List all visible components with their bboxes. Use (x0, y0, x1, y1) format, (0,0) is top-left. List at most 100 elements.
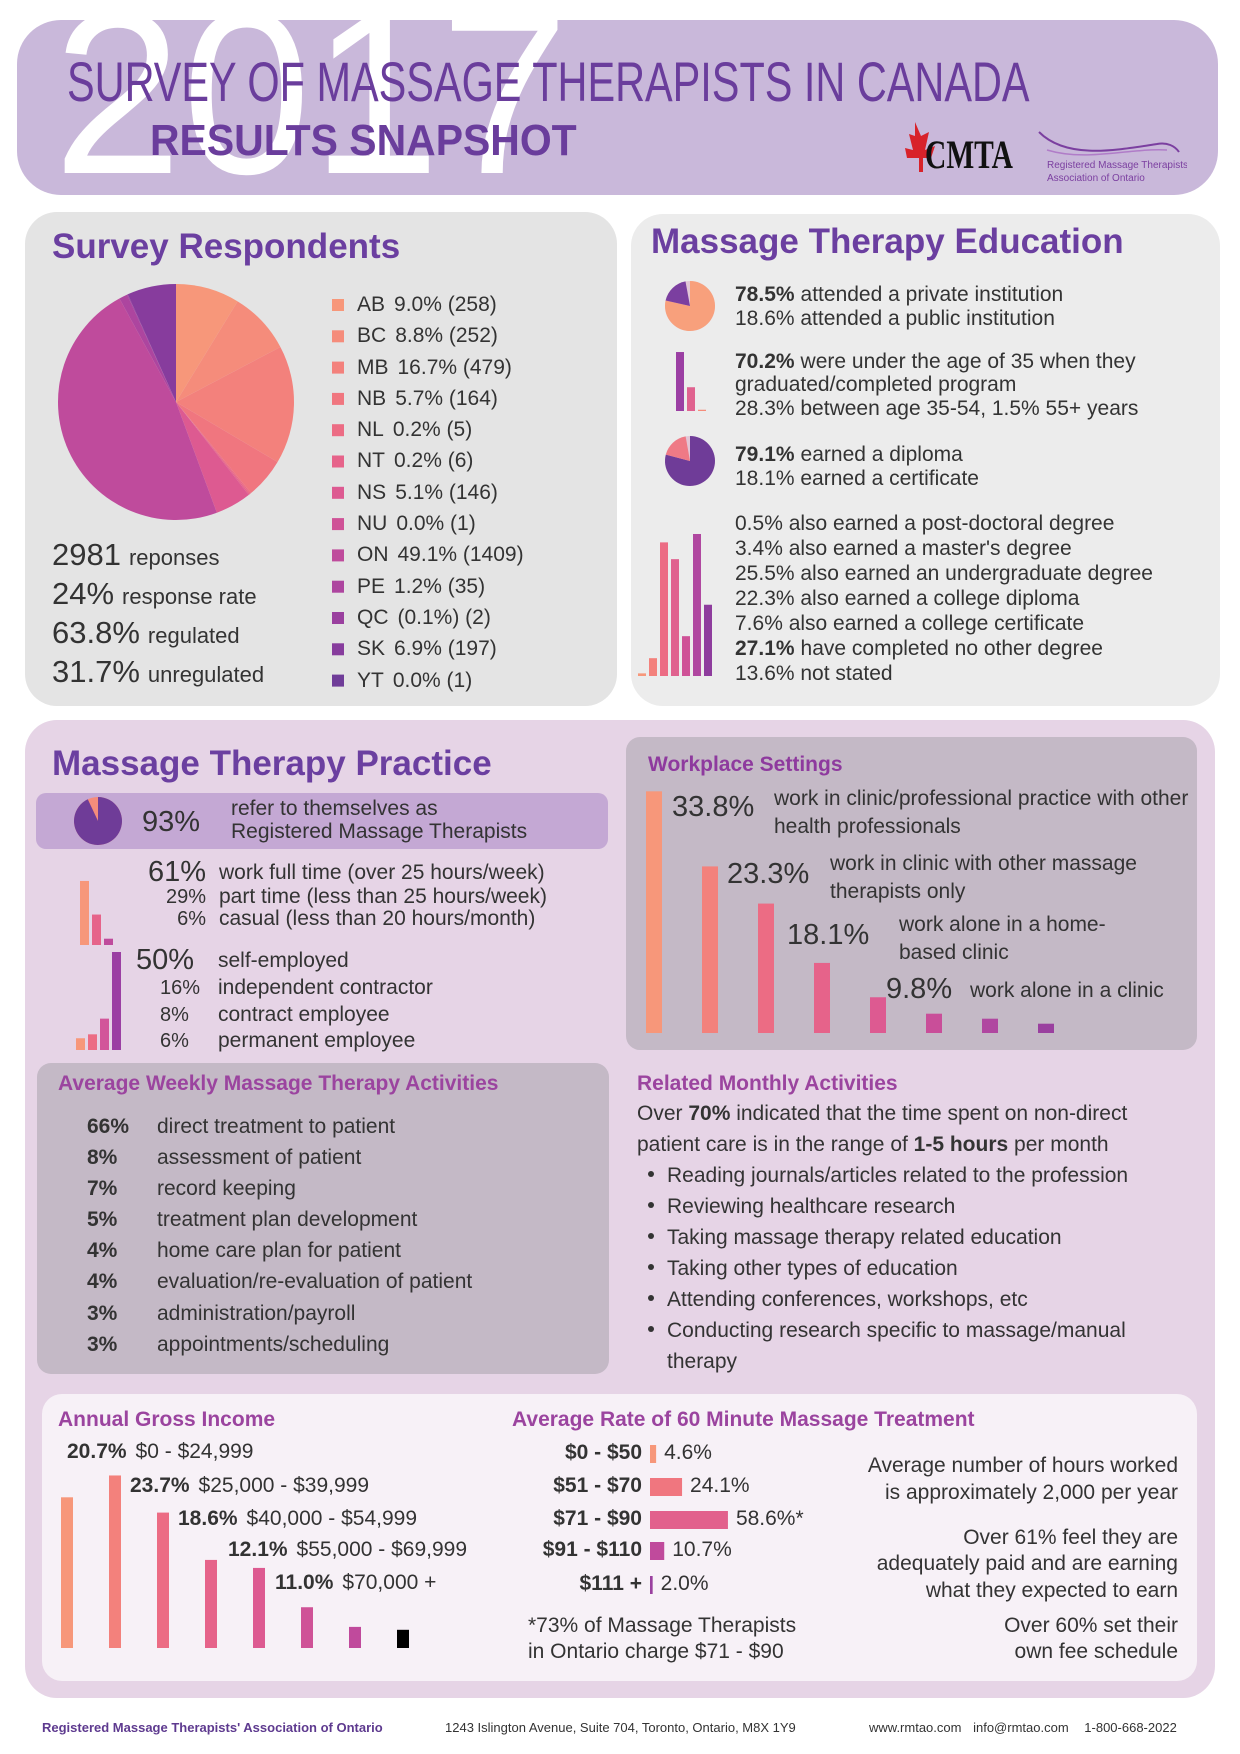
bar (682, 636, 690, 676)
legend-entry: NU 0.0% (1) (357, 511, 476, 536)
section-title: Massage Therapy Practice (52, 744, 492, 783)
education-panel (631, 214, 1220, 706)
rmt-text: Registered Massage Therapists (231, 819, 528, 843)
province-value: 1.2% (35) (394, 574, 486, 598)
education-line: 18.6% attended a public institution (735, 306, 1055, 331)
bar (698, 409, 706, 411)
rate-range: $111 + (579, 1571, 643, 1595)
bar (1038, 1023, 1054, 1033)
employment-text: contract employee (218, 1002, 390, 1026)
province-code: BC (357, 324, 387, 348)
stat-label: response rate (122, 583, 257, 609)
stat-number: 63.8% (52, 614, 140, 650)
education-line: 3.4% also earned a master's degree (735, 536, 1072, 561)
activity-pct: 4% (87, 1270, 118, 1294)
activity-text: record keeping (157, 1177, 296, 1201)
stat: 31.7% unregulated (52, 653, 264, 690)
legend-entry: SK 6.9% (197) (357, 636, 497, 661)
legend-swatch (332, 455, 344, 468)
rate-range: $0 - $50 (564, 1440, 642, 1464)
intro-segment: 70% (688, 1101, 731, 1125)
legend-entry: YT 0.0% (1) (357, 668, 472, 693)
workplace-pct: 18.1% (787, 919, 870, 952)
maple-leaf (905, 122, 935, 172)
workplace-text: work alone in a clinic (970, 978, 1164, 1002)
swoosh (1038, 131, 1180, 153)
bar (88, 1034, 97, 1050)
work-pct: 6% (177, 907, 206, 930)
activity-pct: 5% (87, 1208, 118, 1232)
rate-range: $51 - $70 (553, 1473, 642, 1497)
line-text: earned a diploma (800, 442, 963, 466)
stat-label: unregulated (147, 661, 265, 687)
bullet-text: Taking other types of education (667, 1256, 958, 1280)
line-text: 18.6% attended a public institution (735, 306, 1055, 330)
bar (349, 1626, 361, 1648)
bullet-text: Conducting research specific to massage/… (667, 1318, 1126, 1373)
province-value: 5.7% (164) (395, 386, 498, 410)
bar (157, 1512, 169, 1648)
pie-slice (176, 402, 252, 494)
section-title: Survey Respondents (52, 227, 401, 266)
pie-slice (176, 402, 249, 513)
legend-swatch (332, 361, 344, 374)
education-line: 25.5% also earned an undergraduate degre… (735, 561, 1153, 586)
legend-swatch (332, 392, 344, 405)
legend-swatch (332, 580, 344, 593)
province-code: MB (357, 355, 389, 379)
income-range: $0 - $24,999 (135, 1439, 254, 1463)
legend-swatch (332, 674, 344, 687)
phone: 1-800-668-2022 (1084, 1720, 1177, 1735)
employment-text: independent contractor (218, 975, 433, 999)
rate-label: 58.6%* (735, 1506, 804, 1530)
activity-text: home care plan for patient (157, 1239, 401, 1263)
bullet (648, 1202, 654, 1208)
rate-range: $71 - $90 (553, 1506, 642, 1530)
stat: 63.8% regulated (52, 614, 240, 651)
email: info@rmtao.com (973, 1720, 1069, 1735)
pie-slice (665, 281, 690, 306)
legend-entry: AB 9.0% (258) (357, 292, 497, 317)
line-text: 0.5% also earned a post-doctoral degree (735, 511, 1115, 535)
rate-range: $91 - $110 (542, 1537, 642, 1561)
footer-contact: www.rmtao.com info@rmtao.com 1-800-668-2… (869, 1720, 1177, 1736)
legend-swatch (332, 612, 344, 624)
bar (814, 962, 830, 1033)
province-value: 0.0% (1) (396, 512, 476, 536)
province-code: NL (357, 418, 384, 442)
employment-pct: 50% (136, 944, 195, 977)
footnote: in Ontario charge $71 - $90 (528, 1639, 784, 1663)
activity-pct: 4% (87, 1239, 118, 1263)
stat: 2981 reponses (52, 536, 219, 573)
pie-slice (664, 281, 715, 331)
pie-slice (176, 301, 281, 402)
note-line: what they expected to earn (925, 1578, 1178, 1602)
legend-entry: NT 0.2% (6) (357, 448, 473, 473)
income-row: 11.0% $70,000 + (275, 1570, 436, 1595)
pie-slice (176, 402, 278, 494)
legend-swatch (332, 549, 344, 562)
province-value: 8.8% (252) (395, 324, 498, 348)
pie-slice (58, 298, 217, 520)
legend-entry: BC 8.8% (252) (357, 323, 498, 348)
bar (660, 542, 668, 676)
legend-entry: NB 5.7% (164) (357, 386, 498, 411)
activity-pct: 66% (87, 1114, 130, 1138)
bar (80, 880, 89, 945)
employment-pct: 6% (160, 1029, 189, 1052)
line-text: have completed no other degree (800, 636, 1103, 660)
pie-slice (127, 284, 176, 402)
income-range: $25,000 - $39,999 (198, 1473, 370, 1497)
website: www.rmtao.com (869, 1720, 962, 1735)
bar (646, 791, 662, 1033)
legend-swatch (332, 486, 344, 499)
note-line: adequately paid and are earning (876, 1551, 1178, 1575)
bar (676, 352, 684, 411)
activity-text: direct treatment to patient (157, 1114, 396, 1138)
line-text: 28.3% between age 35-54, 1.5% 55+ years (735, 396, 1139, 420)
note-line: own fee schedule (1014, 1639, 1178, 1663)
highlight: 79.1% (735, 442, 795, 466)
legend-entry: NL 0.2% (5) (357, 417, 472, 442)
note-line: Average number of hours worked (867, 1453, 1178, 1477)
footnote: *73% of Massage Therapists (528, 1613, 797, 1637)
